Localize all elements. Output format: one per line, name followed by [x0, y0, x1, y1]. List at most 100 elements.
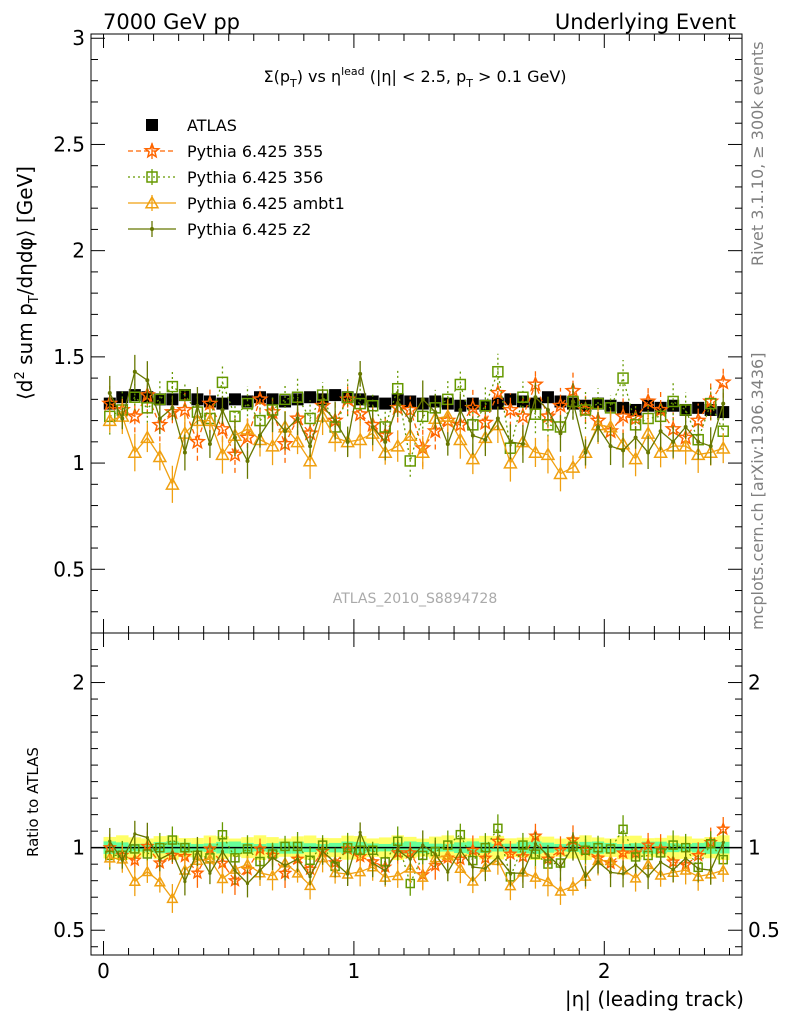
data-point: [128, 875, 141, 887]
data-point: [566, 880, 580, 891]
data-point: [166, 380, 179, 393]
data-point: [266, 869, 279, 881]
data-point: [433, 410, 438, 415]
data-point: [238, 428, 257, 445]
data-point: [333, 418, 338, 423]
data-point: [579, 404, 592, 416]
ratio-panel: 0.5 0.5 1 1 2 2 0 1 2: [53, 632, 780, 983]
data-point: [679, 404, 692, 416]
data-point: [668, 840, 678, 850]
data-point: [144, 195, 160, 209]
data-point: [415, 444, 431, 459]
header-right: Underlying Event: [555, 10, 736, 34]
data-point: [150, 227, 154, 231]
data-point: [671, 868, 675, 872]
main-panel: 0.5 1 1.5 2 2.5 3: [53, 26, 743, 955]
data-point: [596, 424, 601, 429]
data-point: [241, 397, 254, 410]
data-point: [120, 416, 125, 421]
data-point: [383, 869, 387, 873]
data-point: [354, 865, 367, 877]
data-point: [270, 414, 275, 419]
data-point: [683, 424, 688, 429]
data-point: [480, 842, 491, 853]
data-point: [445, 441, 450, 446]
data-point: [308, 875, 312, 879]
data-point: [518, 840, 528, 850]
data-point: [479, 399, 492, 412]
data-point: [704, 397, 717, 410]
data-point: [345, 439, 350, 444]
data-point: [141, 865, 154, 877]
y-tick-label: 0.5: [53, 557, 85, 581]
data-point: [416, 870, 429, 882]
data-point: [558, 865, 563, 869]
data-point: [195, 849, 200, 854]
data-point: [126, 407, 144, 424]
data-point: [721, 840, 725, 844]
data-point: [240, 421, 255, 435]
data-point: [195, 403, 200, 408]
data-point: [251, 390, 269, 407]
data-point: [145, 835, 149, 840]
data-point: [129, 391, 141, 403]
series-line: [109, 369, 724, 462]
data-point: [165, 476, 180, 490]
data-point: [545, 407, 550, 412]
data-point: [696, 439, 701, 444]
data-point: [628, 451, 643, 465]
data-point: [304, 879, 317, 891]
data-point: [678, 438, 693, 452]
data-point: [383, 439, 388, 444]
data-point: [371, 861, 375, 865]
data-point: [279, 393, 291, 406]
data-point: [327, 430, 343, 444]
data-point: [621, 872, 625, 876]
data-point: [408, 418, 413, 423]
data-point: [490, 833, 506, 848]
data-point: [441, 849, 454, 860]
data-point: [721, 401, 726, 406]
data-point: [667, 399, 680, 412]
plot-title: Σ(pT) vs ηlead (|η| < 2.5, pT > 0.1 GeV): [263, 65, 566, 90]
data-point: [554, 884, 567, 896]
data-point: [514, 407, 532, 424]
data-point: [489, 383, 507, 401]
data-point: [242, 844, 253, 854]
data-point: [633, 435, 638, 440]
data-point: [551, 396, 570, 414]
data-point: [570, 399, 575, 404]
data-point: [493, 823, 503, 834]
data-point: [141, 402, 154, 414]
data-point: [659, 860, 663, 864]
data-point: [471, 865, 475, 869]
data-point: [346, 872, 350, 876]
data-point: [213, 419, 232, 437]
y-tick-label: 1: [72, 451, 85, 475]
data-point: [520, 441, 525, 446]
data-point: [228, 393, 241, 406]
data-point: [157, 416, 162, 421]
data-point: [145, 378, 150, 383]
y-tick-label: 1.5: [53, 345, 85, 369]
data-point: [355, 845, 365, 855]
data-point: [596, 860, 600, 864]
y-tick-label: 2: [72, 239, 85, 263]
data-point: [208, 871, 212, 875]
y-tick-label: 2.5: [53, 132, 85, 156]
data-point: [466, 874, 479, 886]
data-point: [671, 439, 676, 444]
legend-label: Pythia 6.425 356: [187, 168, 323, 187]
data-point: [621, 448, 626, 453]
data-point: [508, 871, 512, 875]
data-point: [608, 444, 613, 449]
data-point: [580, 845, 591, 856]
data-point: [615, 845, 631, 860]
data-point: [143, 141, 161, 159]
data-point: [521, 871, 525, 875]
ratio-tick-label-left: 0.5: [53, 918, 85, 942]
data-point: [321, 849, 325, 854]
watermark: ATLAS_2010_S8894728: [333, 591, 498, 607]
data-point: [454, 378, 467, 391]
data-point: [708, 444, 713, 449]
